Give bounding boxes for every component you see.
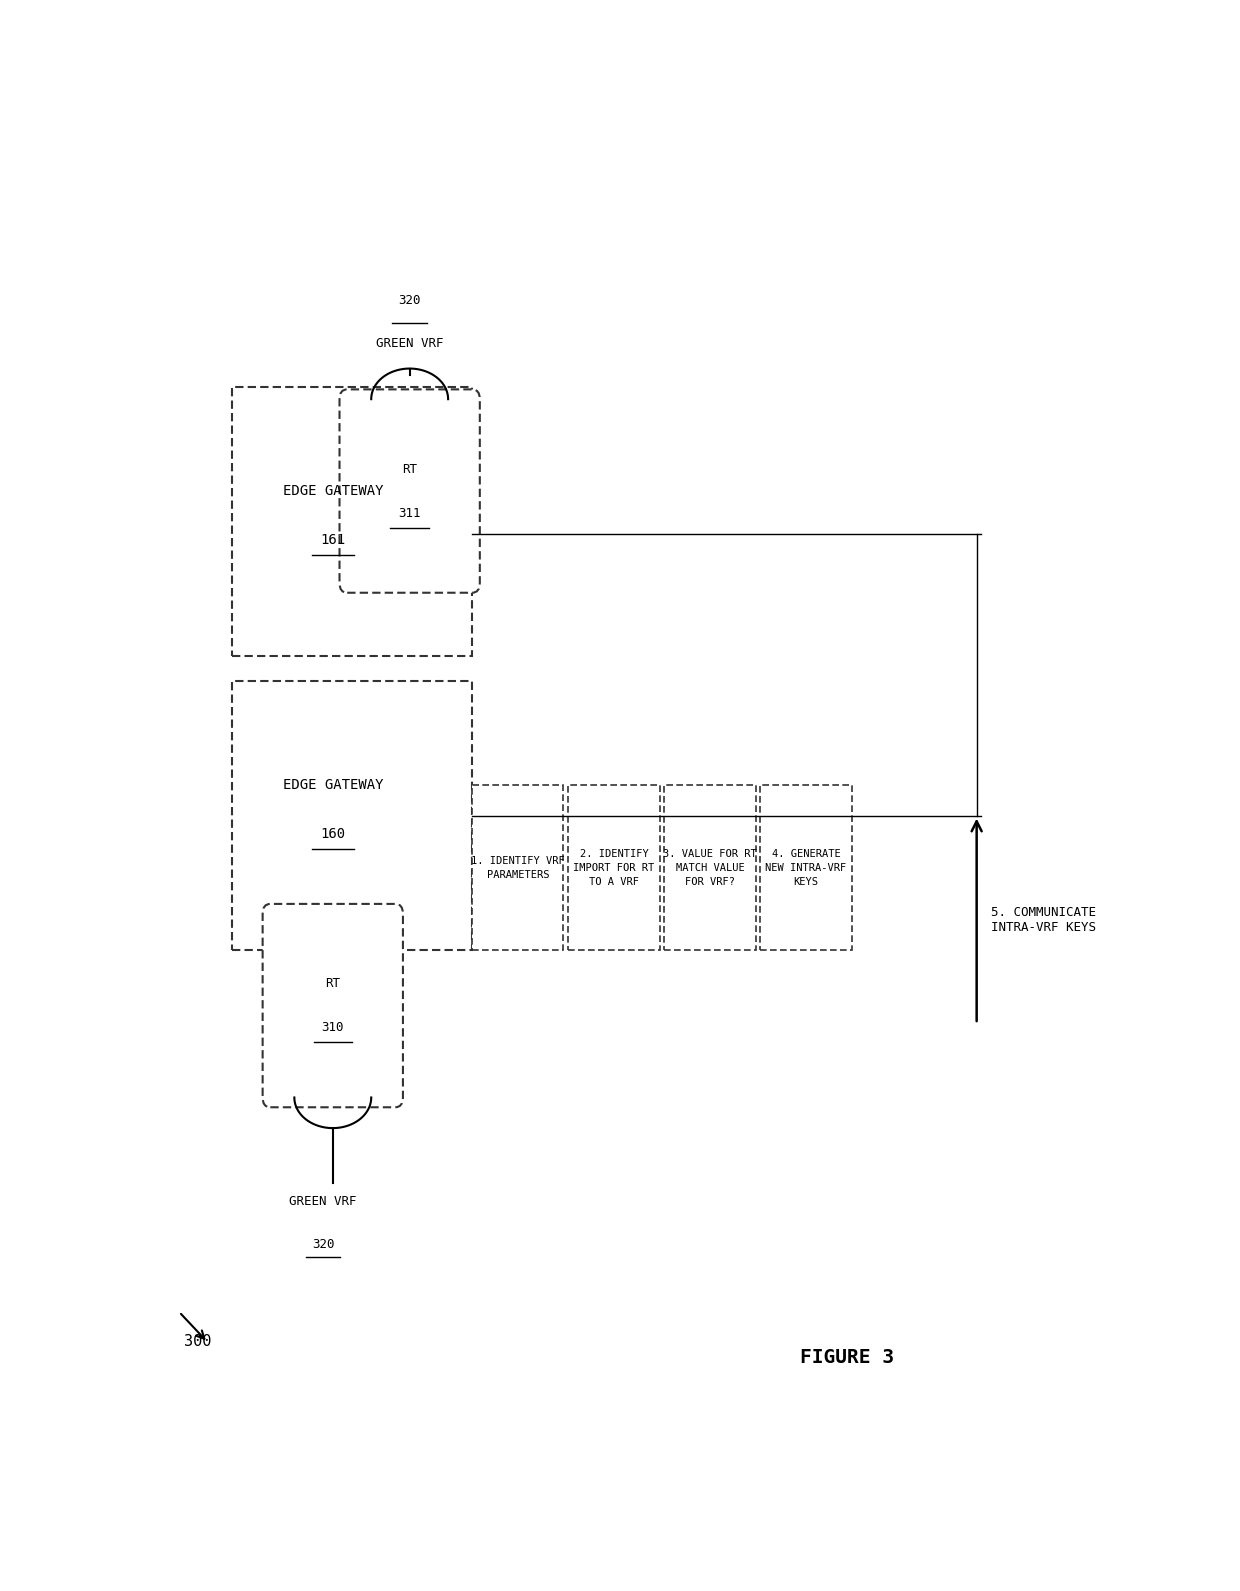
Text: 1. IDENTIFY VRF
PARAMETERS: 1. IDENTIFY VRF PARAMETERS — [471, 856, 564, 880]
Bar — [665, 784, 755, 950]
Text: 320: 320 — [312, 1238, 335, 1252]
Text: 4. GENERATE
NEW INTRA-VRF
KEYS: 4. GENERATE NEW INTRA-VRF KEYS — [765, 848, 847, 886]
Text: EDGE GATEWAY: EDGE GATEWAY — [283, 484, 383, 498]
Text: GREEN VRF: GREEN VRF — [376, 337, 444, 350]
FancyBboxPatch shape — [340, 390, 480, 593]
Bar — [232, 681, 472, 950]
Text: 320: 320 — [398, 294, 420, 307]
Text: 2. IDENTIFY
IMPORT FOR RT
TO A VRF: 2. IDENTIFY IMPORT FOR RT TO A VRF — [573, 848, 655, 886]
Bar — [568, 784, 660, 950]
FancyBboxPatch shape — [263, 904, 403, 1107]
Bar — [472, 784, 563, 950]
Text: EDGE GATEWAY: EDGE GATEWAY — [283, 778, 383, 792]
Bar — [232, 387, 472, 657]
Text: RT: RT — [402, 463, 417, 476]
Text: 161: 161 — [320, 533, 346, 547]
Text: 160: 160 — [320, 827, 346, 842]
Text: FIGURE 3: FIGURE 3 — [800, 1348, 894, 1367]
Text: 311: 311 — [398, 506, 420, 520]
Text: RT: RT — [325, 977, 340, 990]
Text: 300: 300 — [184, 1333, 211, 1349]
Text: GREEN VRF: GREEN VRF — [289, 1195, 357, 1209]
Bar — [760, 784, 852, 950]
Text: 3. VALUE FOR RT
MATCH VALUE
FOR VRF?: 3. VALUE FOR RT MATCH VALUE FOR VRF? — [663, 848, 756, 886]
Text: 5. COMMUNICATE
INTRA-VRF KEYS: 5. COMMUNICATE INTRA-VRF KEYS — [991, 905, 1096, 934]
Text: 310: 310 — [321, 1021, 343, 1034]
